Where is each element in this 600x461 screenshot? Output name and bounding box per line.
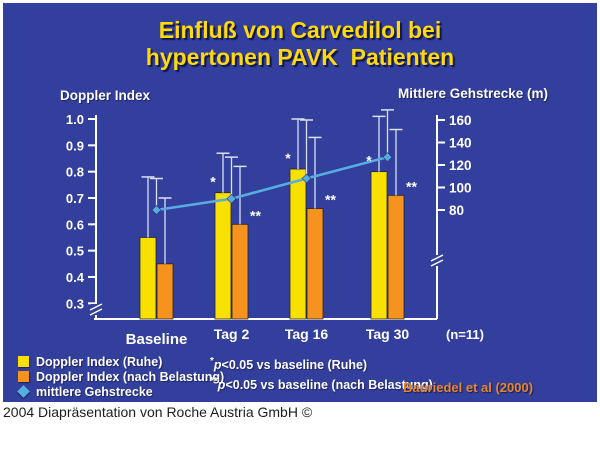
title-line-2: hypertonen PAVK Patienten xyxy=(145,44,455,70)
legend-swatch-ruhe-icon xyxy=(18,356,29,367)
note-belastung-star: ** xyxy=(210,375,218,387)
bar-belastung-3 xyxy=(387,194,405,320)
chart-legend: Doppler Index (Ruhe) Doppler Index (nach… xyxy=(17,354,224,399)
note-ruhe: *p<0.05 vs baseline (Ruhe) xyxy=(210,354,433,374)
sig-star-belastung-3: ** xyxy=(406,178,417,194)
right-axis-break xyxy=(432,255,442,266)
right-tick-label: 120 xyxy=(449,158,472,173)
left-tick-label: 0.6 xyxy=(66,217,84,232)
right-tick-label: 160 xyxy=(449,113,472,128)
sig-star-ruhe-1: * xyxy=(210,174,216,190)
sig-star-belastung-1: ** xyxy=(250,207,261,223)
gehstrecke-line xyxy=(156,155,388,212)
note-ruhe-text: <0.05 vs baseline (Ruhe) xyxy=(221,358,368,373)
note-belastung-p: p xyxy=(217,377,226,392)
left-tick-label: 0.4 xyxy=(66,270,85,285)
sig-star-ruhe-2: * xyxy=(285,150,291,166)
legend-label-belastung: Doppler Index (nach Belastung) xyxy=(36,369,225,384)
significance-notes: *p<0.05 vs baseline (Ruhe) **p<0.05 vs b… xyxy=(210,354,433,393)
right-axis-title: Mittlere Gehstrecke (m) xyxy=(398,86,549,101)
left-tick-label: 1.0 xyxy=(66,112,84,127)
title-line-1: Einfluß von Carvedilol bei xyxy=(158,17,442,43)
bar-belastung-2 xyxy=(306,208,324,320)
bar-ruhe-0 xyxy=(139,237,157,320)
left-tick-label: 0.7 xyxy=(66,191,84,206)
legend-label-ruhe: Doppler Index (Ruhe) xyxy=(36,354,163,369)
legend-swatch-belastung-icon xyxy=(18,371,29,382)
note-belastung-text: <0.05 vs baseline (nach Belastung) xyxy=(225,377,433,392)
legend-item-ruhe: Doppler Index (Ruhe) xyxy=(18,354,224,369)
slide: Einfluß von Carvedilol bei hypertonen PA… xyxy=(3,3,597,402)
gehstrecke-marker-3 xyxy=(382,152,393,163)
n-label: (n=11) xyxy=(446,327,484,342)
legend-swatch-gehstrecke-icon xyxy=(17,385,30,398)
left-tick-label: 0.5 xyxy=(66,244,84,259)
gehstrecke-marker-0 xyxy=(151,205,162,215)
sig-star-belastung-2: ** xyxy=(325,192,336,208)
chart-plot: 1.00.90.80.70.60.50.40.316014012010080**… xyxy=(66,109,484,348)
gehstrecke-marker-2 xyxy=(301,173,312,184)
category-label-1: Tag 2 xyxy=(214,326,250,342)
legend-item-gehstrecke: mittlere Gehstrecke xyxy=(17,384,224,399)
bar-belastung-0 xyxy=(156,263,174,320)
right-tick-label: 140 xyxy=(449,136,472,151)
left-axis-break xyxy=(89,303,103,311)
left-tick-label: 0.3 xyxy=(66,296,84,311)
bar-belastung-1 xyxy=(231,223,249,320)
right-axis-break xyxy=(430,254,444,262)
left-axis-break xyxy=(89,308,103,316)
right-axis-break xyxy=(430,259,444,267)
legend-item-belastung: Doppler Index (nach Belastung) xyxy=(18,369,224,384)
left-tick-label: 0.9 xyxy=(66,138,84,153)
bar-ruhe-3 xyxy=(370,171,388,320)
footer-caption: 2004 Diapräsentation von Roche Austria G… xyxy=(3,404,313,420)
category-label-3: Tag 30 xyxy=(366,326,410,342)
category-label-0: Baseline xyxy=(126,331,188,348)
left-tick-label: 0.8 xyxy=(66,165,84,180)
legend-label-gehstrecke: mittlere Gehstrecke xyxy=(36,384,153,399)
right-tick-label: 80 xyxy=(449,203,464,218)
bar-ruhe-1 xyxy=(214,192,232,320)
left-axis-title: Doppler Index xyxy=(60,88,151,103)
bar-ruhe-2 xyxy=(289,168,307,320)
note-belastung: **p<0.05 vs baseline (nach Belastung) xyxy=(210,374,433,394)
right-tick-label: 100 xyxy=(449,181,472,196)
slide-title: Einfluß von Carvedilol bei hypertonen PA… xyxy=(3,17,597,71)
gehstrecke-marker-1 xyxy=(226,193,237,204)
left-axis-break xyxy=(91,304,101,315)
note-ruhe-p: p xyxy=(213,358,222,373)
note-ruhe-star: * xyxy=(210,356,214,367)
citation: Bauriedel et al (2000) xyxy=(403,380,534,395)
sig-star-ruhe-3: * xyxy=(366,153,372,169)
category-label-2: Tag 16 xyxy=(285,326,329,342)
